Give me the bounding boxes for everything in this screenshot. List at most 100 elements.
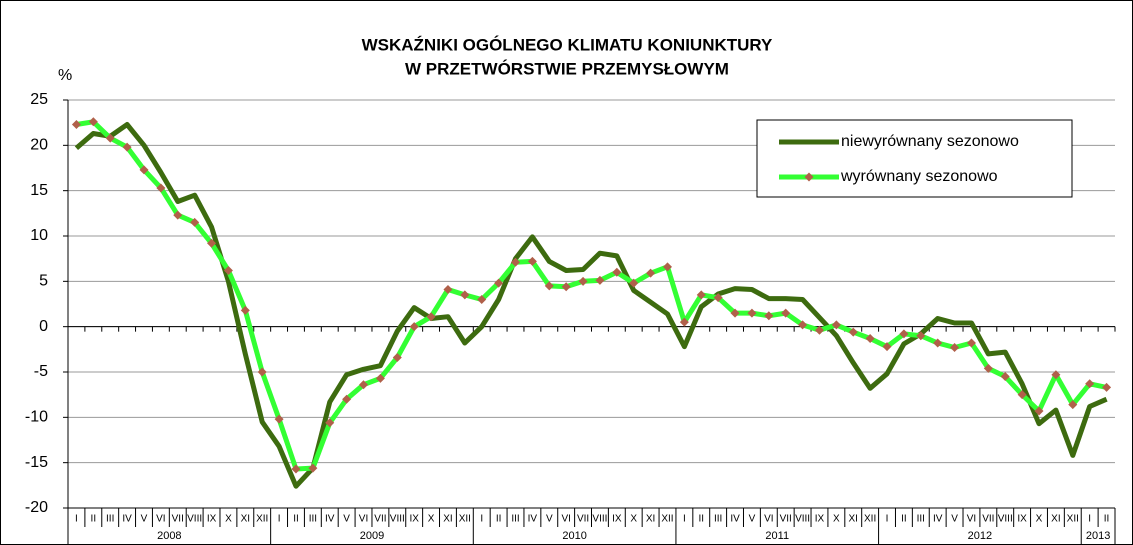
marker <box>612 267 622 277</box>
marker <box>426 312 436 322</box>
x-tick-label: IX <box>1017 514 1027 525</box>
x-tick-label: VI <box>561 514 570 525</box>
x-tick-label: I <box>278 514 281 525</box>
marker <box>1017 390 1027 400</box>
marker <box>882 342 892 352</box>
legend-label: wyrównany sezonowo <box>840 168 998 185</box>
marker <box>561 282 571 292</box>
marker <box>544 281 554 291</box>
x-tick-label: X <box>833 514 840 525</box>
x-tick-label: VI <box>359 514 368 525</box>
x-tick-label: XI <box>1051 514 1060 525</box>
marker <box>848 327 858 337</box>
marker <box>156 183 166 193</box>
year-label: 2013 <box>1086 530 1110 542</box>
x-tick-label: VI <box>156 514 165 525</box>
marker <box>1102 382 1112 392</box>
series-line <box>74 122 1108 489</box>
x-tick-label: III <box>309 514 317 525</box>
x-tick-label: VII <box>780 514 792 525</box>
marker <box>392 352 402 362</box>
x-tick-label: IV <box>933 514 943 525</box>
y-tick-label: -15 <box>25 454 48 471</box>
x-tick-label: IV <box>122 514 132 525</box>
marker <box>460 290 470 300</box>
x-tick-label: IX <box>815 514 825 525</box>
marker <box>966 338 976 348</box>
x-tick-label: XII <box>256 514 268 525</box>
year-label: 2012 <box>968 530 992 542</box>
x-tick-label: II <box>293 514 299 525</box>
marker <box>933 338 943 348</box>
marker <box>814 325 824 335</box>
marker <box>308 463 318 473</box>
x-tick-label: VIII <box>592 514 607 525</box>
x-tick-label: IX <box>207 514 217 525</box>
marker <box>764 311 774 321</box>
marker <box>207 238 217 248</box>
marker <box>595 275 605 285</box>
x-tick-label: VII <box>577 514 589 525</box>
x-tick-label: XI <box>849 514 858 525</box>
marker <box>781 308 791 318</box>
year-label: 2010 <box>562 530 586 542</box>
marker <box>88 117 98 127</box>
legend-box <box>756 119 1073 198</box>
marker <box>375 373 385 383</box>
x-tick-label: VII <box>982 514 994 525</box>
marker <box>511 257 521 267</box>
x-tick-label: II <box>698 514 704 525</box>
x-tick-label: III <box>106 514 114 525</box>
chart-title: WSKAŹNIKI OGÓLNEGO KLIMATU KONIUNKTURY <box>362 35 773 54</box>
y-tick-label: 5 <box>39 273 48 290</box>
y-tick-label: 20 <box>30 137 48 154</box>
x-tick-label: II <box>91 514 97 525</box>
x-tick-label: IV <box>528 514 538 525</box>
x-tick-label: III <box>714 514 722 525</box>
x-tick-label: XII <box>864 514 876 525</box>
marker <box>696 290 706 300</box>
y-axis-label: % <box>58 67 72 84</box>
y-tick-label: 15 <box>30 182 48 199</box>
marker <box>139 165 149 175</box>
marker <box>409 322 419 332</box>
marker <box>1000 372 1010 382</box>
marker <box>105 133 115 143</box>
x-tick-label: V <box>343 514 350 525</box>
y-tick-label: 10 <box>30 227 48 244</box>
marker <box>173 210 183 220</box>
marker <box>899 329 909 339</box>
x-tick-label: XI <box>646 514 655 525</box>
y-tick-label: 25 <box>30 91 48 108</box>
x-tick-label: II <box>1104 514 1110 525</box>
x-tick-label: VIII <box>998 514 1013 525</box>
x-tick-label: X <box>428 514 435 525</box>
legend-marker <box>804 172 814 182</box>
x-tick-label: XII <box>459 514 471 525</box>
marker <box>1068 400 1078 410</box>
marker <box>291 464 301 474</box>
marker <box>342 394 352 404</box>
marker <box>240 305 250 315</box>
marker <box>1034 406 1044 416</box>
year-label: 2008 <box>157 530 181 542</box>
marker <box>646 268 656 278</box>
marker <box>730 308 740 318</box>
x-tick-label: VII <box>374 514 386 525</box>
x-tick-label: III <box>917 514 925 525</box>
marker <box>477 294 487 304</box>
marker <box>190 217 200 227</box>
year-label: 2011 <box>765 530 789 542</box>
marker <box>257 367 267 377</box>
x-tick-label: X <box>630 514 637 525</box>
marker <box>662 262 672 272</box>
marker <box>223 265 233 275</box>
marker <box>1051 370 1061 380</box>
marker <box>950 343 960 353</box>
x-tick-label: I <box>75 514 78 525</box>
x-tick-label: II <box>901 514 907 525</box>
x-tick-label: V <box>951 514 958 525</box>
y-tick-label: -20 <box>25 499 48 516</box>
marker <box>578 276 588 286</box>
x-tick-label: X <box>1036 514 1043 525</box>
